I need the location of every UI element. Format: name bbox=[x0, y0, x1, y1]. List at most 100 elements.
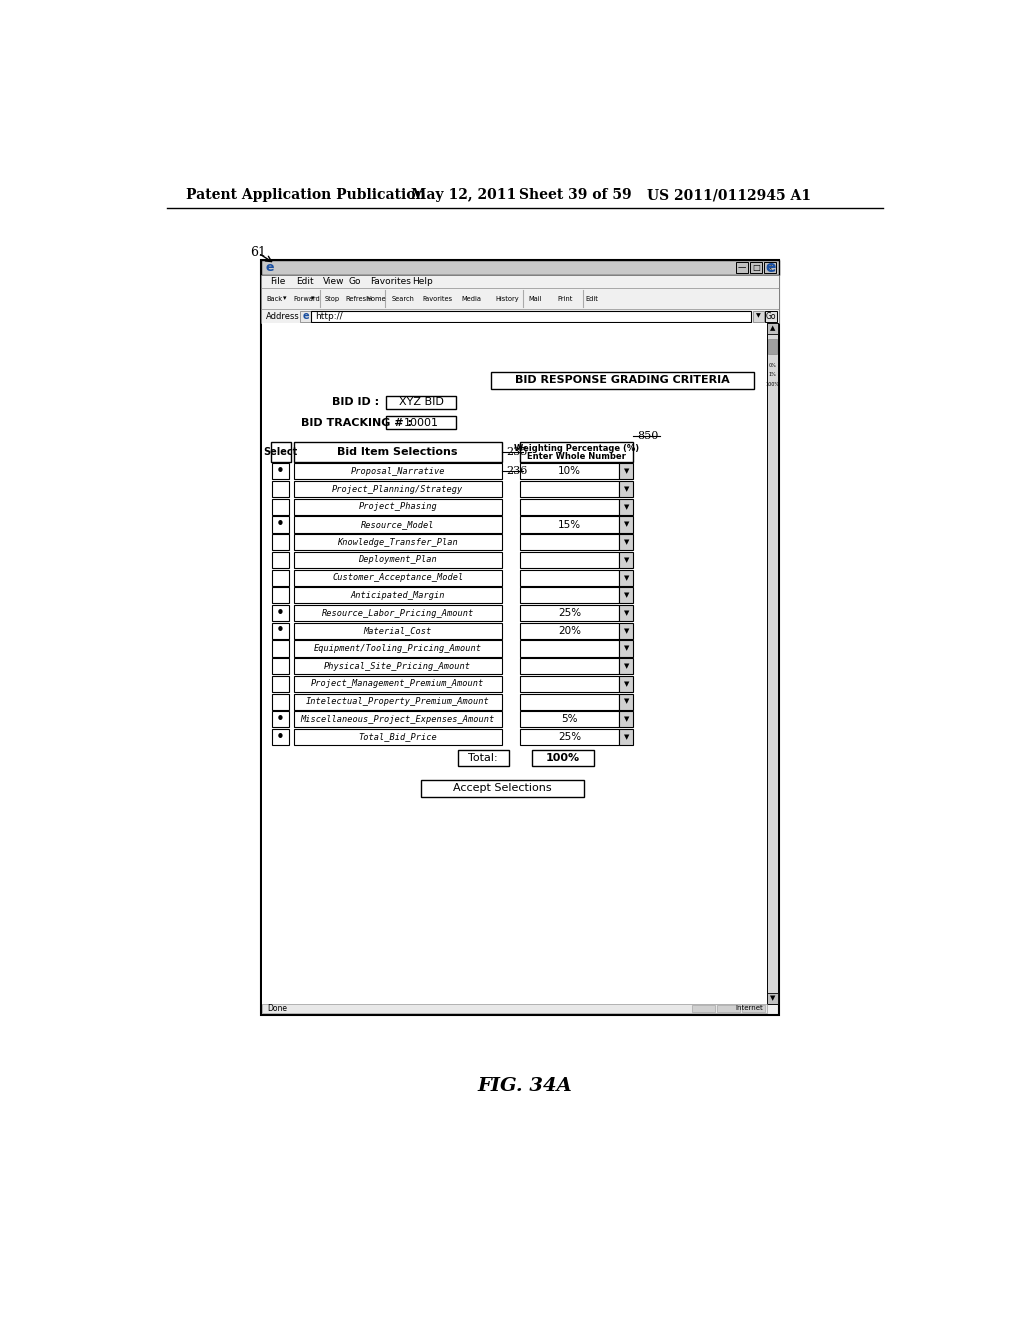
Bar bbox=[294, 711, 502, 727]
Bar bbox=[272, 693, 289, 710]
Bar bbox=[294, 605, 502, 622]
Bar bbox=[768, 339, 777, 354]
Bar bbox=[272, 711, 289, 727]
Bar bbox=[767, 323, 778, 1003]
Text: ▼: ▼ bbox=[624, 504, 629, 510]
Text: Project_Phasing: Project_Phasing bbox=[358, 503, 437, 511]
Bar bbox=[620, 693, 633, 710]
Text: ▼: ▼ bbox=[624, 593, 629, 598]
Bar bbox=[294, 442, 502, 462]
Bar bbox=[692, 1005, 716, 1012]
Bar bbox=[261, 260, 779, 276]
Text: Project_Planning/Strategy: Project_Planning/Strategy bbox=[332, 484, 463, 494]
Text: ▼: ▼ bbox=[624, 698, 629, 705]
Bar bbox=[294, 552, 502, 568]
Text: Go: Go bbox=[348, 277, 360, 286]
Bar bbox=[620, 552, 633, 568]
Text: e: e bbox=[766, 260, 776, 276]
Text: ▼: ▼ bbox=[624, 540, 629, 545]
Text: Total:: Total: bbox=[468, 752, 498, 763]
Text: Edit: Edit bbox=[296, 277, 313, 286]
Bar bbox=[620, 516, 633, 533]
Text: File: File bbox=[270, 277, 286, 286]
Text: Resource_Model: Resource_Model bbox=[360, 520, 434, 529]
Text: May 12, 2011: May 12, 2011 bbox=[411, 189, 516, 202]
Text: View: View bbox=[324, 277, 345, 286]
Bar bbox=[458, 750, 509, 766]
Text: ▼: ▼ bbox=[624, 469, 629, 474]
Bar bbox=[294, 535, 502, 550]
Bar bbox=[294, 676, 502, 692]
Text: 0%: 0% bbox=[769, 363, 776, 368]
Bar bbox=[767, 993, 778, 1003]
Text: •: • bbox=[276, 517, 285, 532]
Bar bbox=[262, 323, 767, 1003]
Text: Intelectual_Property_Premium_Amount: Intelectual_Property_Premium_Amount bbox=[306, 697, 489, 706]
Text: Address: Address bbox=[266, 312, 300, 321]
Text: Stop: Stop bbox=[325, 296, 340, 301]
Bar bbox=[272, 499, 289, 515]
Bar bbox=[717, 1005, 740, 1012]
Bar bbox=[520, 480, 620, 498]
Bar bbox=[520, 499, 620, 515]
Text: Forward: Forward bbox=[294, 296, 321, 301]
Text: Refresh: Refresh bbox=[345, 296, 371, 301]
Text: 5%: 5% bbox=[561, 714, 578, 725]
Bar bbox=[272, 480, 289, 498]
Text: Back: Back bbox=[266, 296, 282, 301]
Text: 20%: 20% bbox=[558, 626, 582, 636]
Text: ×: × bbox=[766, 263, 773, 272]
Bar bbox=[272, 516, 289, 533]
Text: 100%: 100% bbox=[546, 752, 580, 763]
Bar bbox=[294, 480, 502, 498]
Text: Physical_Site_Pricing_Amount: Physical_Site_Pricing_Amount bbox=[325, 661, 471, 671]
Bar bbox=[294, 463, 502, 479]
Bar bbox=[765, 312, 777, 322]
Bar bbox=[753, 312, 764, 322]
Text: Edit: Edit bbox=[586, 296, 598, 301]
Bar bbox=[620, 623, 633, 639]
Bar bbox=[764, 263, 776, 273]
Bar bbox=[294, 729, 502, 744]
Text: 235: 235 bbox=[506, 446, 527, 457]
Bar bbox=[261, 260, 779, 1015]
Bar bbox=[272, 640, 289, 656]
Text: ▼: ▼ bbox=[624, 486, 629, 492]
Bar bbox=[294, 640, 502, 656]
Bar bbox=[294, 516, 502, 533]
Bar bbox=[272, 676, 289, 692]
Bar bbox=[620, 711, 633, 727]
Text: ▼: ▼ bbox=[624, 557, 629, 562]
Text: BID TRACKING # :: BID TRACKING # : bbox=[301, 417, 412, 428]
Text: ▼: ▼ bbox=[624, 734, 629, 741]
Bar bbox=[520, 693, 620, 710]
Bar bbox=[300, 312, 311, 322]
Bar bbox=[620, 640, 633, 656]
Bar bbox=[272, 729, 289, 744]
Text: •: • bbox=[276, 623, 285, 639]
Bar bbox=[520, 587, 620, 603]
Bar bbox=[520, 640, 620, 656]
Text: Deployment_Plan: Deployment_Plan bbox=[358, 556, 437, 565]
Text: 236: 236 bbox=[506, 466, 527, 477]
Bar bbox=[262, 1003, 767, 1014]
Text: Enter Whole Number: Enter Whole Number bbox=[527, 451, 626, 461]
Bar bbox=[520, 676, 620, 692]
Text: Favorites: Favorites bbox=[423, 296, 453, 301]
Bar bbox=[520, 552, 620, 568]
Bar bbox=[294, 570, 502, 586]
Bar bbox=[735, 263, 748, 273]
Bar bbox=[520, 659, 620, 675]
Text: Accept Selections: Accept Selections bbox=[453, 783, 552, 793]
Text: Total_Bid_Price: Total_Bid_Price bbox=[358, 733, 437, 742]
Bar bbox=[520, 729, 620, 744]
Text: History: History bbox=[496, 296, 519, 301]
Text: Favorites: Favorites bbox=[370, 277, 411, 286]
Text: Search: Search bbox=[391, 296, 415, 301]
Text: •: • bbox=[276, 730, 285, 744]
Bar bbox=[620, 676, 633, 692]
Text: ▼: ▼ bbox=[770, 995, 775, 1002]
Text: 15%: 15% bbox=[558, 520, 582, 529]
Text: 25%: 25% bbox=[558, 733, 582, 742]
Text: Select: Select bbox=[263, 446, 298, 457]
